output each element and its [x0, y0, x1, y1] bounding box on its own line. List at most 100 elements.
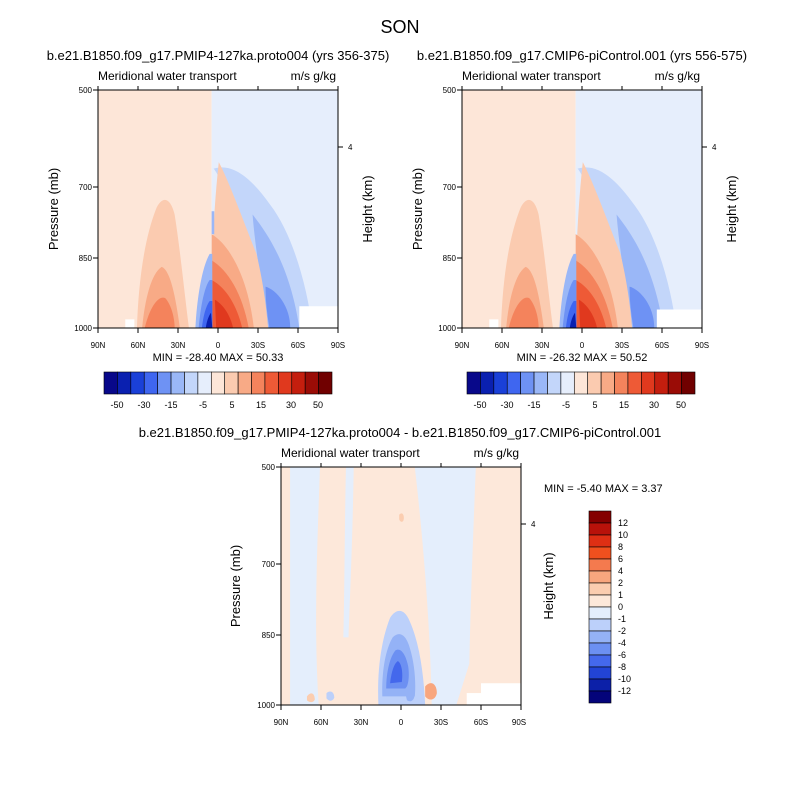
x-tick-label: 60N [495, 341, 510, 350]
colorbar-box [600, 371, 615, 395]
colorbar-label: -50 [473, 400, 486, 410]
colorbar-box [588, 606, 612, 620]
colorbar-box [224, 371, 239, 395]
contour-red-north-core [508, 297, 539, 328]
plot-area [280, 466, 522, 706]
colorbar-label: 30 [286, 400, 296, 410]
x-tick-label: 60S [655, 341, 669, 350]
colorbar-box [278, 371, 293, 395]
panel-title: b.e21.B1850.f09_g17.PMIP4-127ka.proto004… [47, 48, 390, 63]
panel-2: b.e21.B1850.f09_g17.CMIP6-piControl.001 … [410, 48, 747, 410]
x-tick-label: 0 [580, 341, 585, 350]
colorbar-box [291, 371, 306, 395]
y-tick-label: 500 [443, 86, 457, 95]
colorbar-box [654, 371, 669, 395]
colorbar-box [466, 371, 481, 395]
right-axis-label: Height (km) [541, 552, 556, 619]
y-tick-label: 850 [262, 631, 276, 640]
contour-pos-blob-3 [306, 693, 315, 703]
colorbar-box [304, 371, 319, 395]
colorbar-box [588, 546, 612, 560]
colorbar-box [237, 371, 252, 395]
colorbar-label: -4 [618, 638, 626, 648]
x-tick-label: 60S [291, 341, 305, 350]
right-string: m/s g/kg [291, 69, 336, 83]
right-axis-label: Height (km) [360, 175, 375, 242]
y-tick-label: 1000 [74, 324, 92, 333]
y-tick-label: 700 [443, 183, 457, 192]
colorbar-box [587, 371, 602, 395]
x-tick-label: 90N [274, 718, 289, 727]
colorbar-label: 30 [649, 400, 659, 410]
x-tick-label: 30N [171, 341, 186, 350]
colorbar-label: 2 [618, 578, 623, 588]
y-axis: 500 700 850 1000 [257, 463, 275, 710]
x-axis: 90N 60N 30N 0 30S 60S 90S [274, 718, 526, 727]
colorbar-label: -5 [562, 400, 570, 410]
colorbar-box [210, 371, 226, 395]
x-tick-label: 0 [216, 341, 221, 350]
colorbar-box [641, 371, 656, 395]
colorbar-box [547, 371, 562, 395]
height-tick-label: 4 [712, 143, 717, 152]
colorbar-box [588, 558, 612, 572]
contour-streak [211, 211, 215, 235]
right-string: m/s g/kg [655, 69, 700, 83]
colorbar-label: -30 [500, 400, 513, 410]
colorbar-label: -10 [618, 674, 631, 684]
colorbar-label: 8 [618, 542, 623, 552]
x-axis: 90N 60N 30N 0 30S 60S 90S [91, 341, 345, 350]
colorbar-box [588, 630, 612, 644]
panel-title: b.e21.B1850.f09_g17.CMIP6-piControl.001 … [417, 48, 747, 63]
colorbar-boxes [103, 371, 333, 395]
contour-blue-south-core [629, 286, 655, 328]
colorbar-label: 15 [619, 400, 629, 410]
colorbar-box [588, 582, 612, 596]
contour-neg-6 [390, 660, 403, 684]
panel-3: b.e21.B1850.f09_g17.PMIP4-127ka.proto004… [139, 425, 663, 727]
surface-mask-2 [489, 319, 499, 328]
y-tick-label: 500 [262, 463, 276, 472]
colorbar-label: 50 [313, 400, 323, 410]
colorbar-box [533, 371, 548, 395]
colorbar-label: 6 [618, 554, 623, 564]
colorbar-box [588, 522, 612, 536]
contour-red-eq-5 [214, 299, 234, 328]
colorbar-label: 5 [592, 400, 597, 410]
left-string: Meridional water transport [98, 69, 237, 83]
y-tick-label: 850 [443, 254, 457, 263]
colorbar-label: 1 [618, 590, 623, 600]
surface-mask [656, 309, 703, 328]
colorbar-box [130, 371, 145, 395]
colorbar-label: -1 [618, 614, 626, 624]
contour-red-eq-5 [578, 299, 598, 328]
min-max-stats: MIN = -5.40 MAX = 3.37 [544, 483, 663, 495]
colorbar-label: 10 [618, 530, 628, 540]
x-tick-label: 90S [512, 718, 526, 727]
x-tick-label: 0 [399, 718, 404, 727]
colorbar-label: 50 [676, 400, 686, 410]
surface-mask [481, 683, 522, 705]
contour-blue-eq-core [569, 312, 577, 328]
x-tick-label: 60N [131, 341, 146, 350]
right-axis-label: Height (km) [724, 175, 739, 242]
x-tick-label: 90N [455, 341, 470, 350]
left-string: Meridional water transport [281, 446, 420, 460]
x-tick-label: 60S [474, 718, 488, 727]
colorbar-box [588, 594, 612, 608]
x-tick-label: 30N [354, 718, 369, 727]
y-axis: 500 700 850 1000 [438, 86, 456, 333]
x-tick-label: 30S [615, 341, 629, 350]
colorbar-box [588, 642, 612, 656]
plot-area [461, 89, 703, 329]
height-tick-label: 4 [348, 143, 353, 152]
colorbar-label: -50 [110, 400, 123, 410]
colorbar: -50 -30 -15 -5 5 15 30 50 [466, 371, 696, 410]
colorbar-box [480, 371, 495, 395]
x-tick-label: 90N [91, 341, 106, 350]
right-string: m/s g/kg [474, 446, 519, 460]
colorbar-label: 15 [256, 400, 266, 410]
colorbar-box [117, 371, 132, 395]
colorbar-box [588, 666, 612, 680]
height-tick-label: 4 [531, 520, 536, 529]
